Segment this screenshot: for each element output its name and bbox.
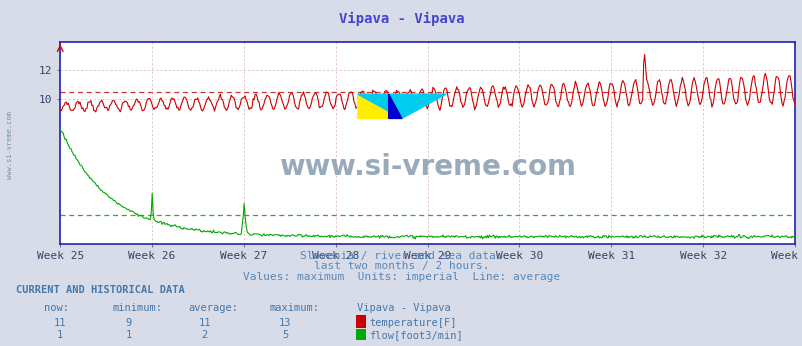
Text: average:: average:	[188, 303, 238, 313]
Polygon shape	[358, 94, 445, 118]
Text: 2: 2	[201, 330, 208, 340]
Text: CURRENT AND HISTORICAL DATA: CURRENT AND HISTORICAL DATA	[16, 285, 184, 295]
Text: 5: 5	[282, 330, 288, 340]
Text: last two months / 2 hours.: last two months / 2 hours.	[314, 261, 488, 271]
Text: maximum:: maximum:	[269, 303, 318, 313]
Text: Values: maximum  Units: imperial  Line: average: Values: maximum Units: imperial Line: av…	[242, 272, 560, 282]
Polygon shape	[358, 94, 401, 118]
Text: 1: 1	[125, 330, 132, 340]
Text: Slovenia / river and sea data.: Slovenia / river and sea data.	[300, 251, 502, 261]
Text: www.si-vreme.com: www.si-vreme.com	[279, 153, 575, 181]
Text: minimum:: minimum:	[112, 303, 162, 313]
Text: temperature[F]: temperature[F]	[369, 318, 456, 328]
Text: 11: 11	[198, 318, 211, 328]
Text: now:: now:	[44, 303, 69, 313]
Text: 1: 1	[57, 330, 63, 340]
Text: 11: 11	[54, 318, 67, 328]
Text: www.si-vreme.com: www.si-vreme.com	[6, 111, 13, 179]
Text: flow[foot3/min]: flow[foot3/min]	[369, 330, 463, 340]
Polygon shape	[388, 94, 401, 118]
Text: 13: 13	[278, 318, 291, 328]
Text: Vipava - Vipava: Vipava - Vipava	[357, 303, 451, 313]
Text: Vipava - Vipava: Vipava - Vipava	[338, 12, 464, 26]
Text: 9: 9	[125, 318, 132, 328]
